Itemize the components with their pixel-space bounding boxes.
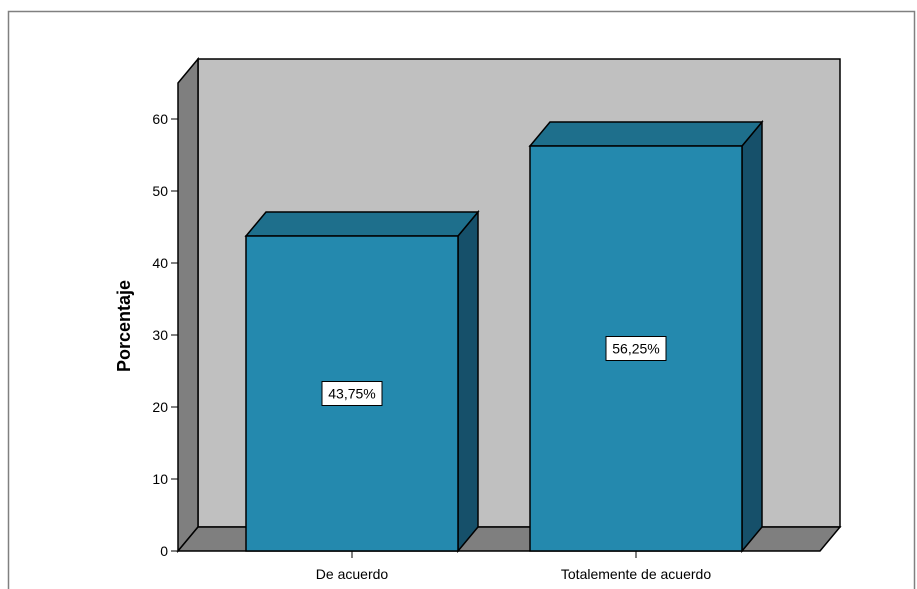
y-tick-label: 50: [152, 183, 168, 199]
x-tick-label: Totalemente de acuerdo: [561, 566, 711, 582]
y-tick-label: 60: [152, 111, 168, 127]
chart-border: [7, 10, 916, 589]
data-label-box: [321, 381, 383, 406]
x-tick-label: De acuerdo: [316, 566, 389, 582]
data-label: 43,75%: [328, 386, 375, 402]
bar-top: [244, 211, 480, 237]
bar-side: [457, 209, 479, 554]
y-axis-label: Porcentaje: [114, 280, 134, 372]
bar-top: [528, 121, 764, 147]
y-tick-label: 30: [152, 327, 168, 343]
bar-side: [741, 119, 763, 554]
data-label-box: [605, 336, 667, 361]
y-tick-label: 0: [160, 543, 168, 559]
side-wall: [177, 56, 199, 554]
data-label: 56,25%: [612, 341, 659, 357]
y-tick-label: 20: [152, 399, 168, 415]
y-tick-label: 40: [152, 255, 168, 271]
y-tick-label: 10: [152, 471, 168, 487]
